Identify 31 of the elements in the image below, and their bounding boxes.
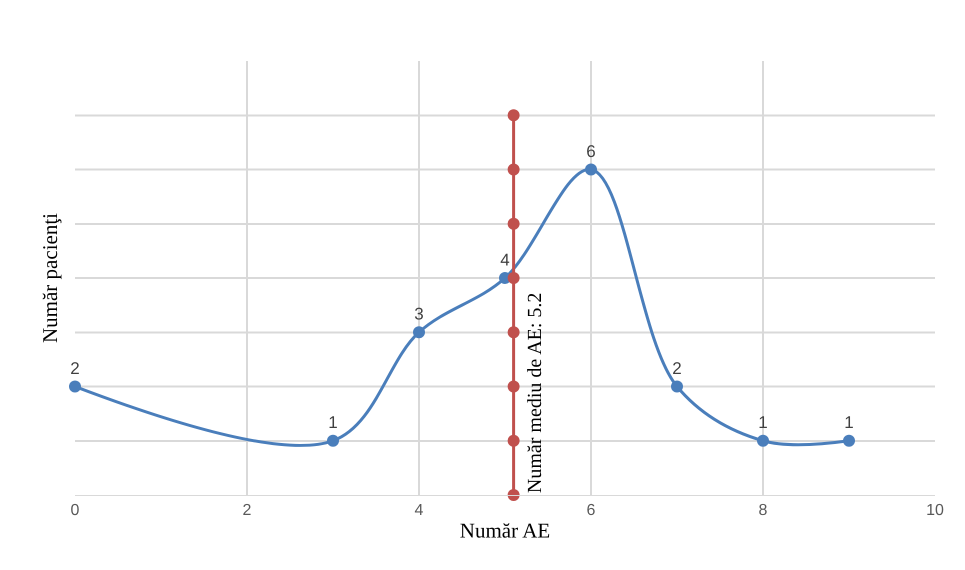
- point: [69, 380, 81, 392]
- point: [508, 434, 520, 447]
- x-tick-label: 4: [414, 502, 424, 520]
- point: [671, 380, 683, 392]
- data-label: 4: [500, 250, 510, 270]
- point: [757, 434, 769, 447]
- point: [508, 109, 520, 122]
- x-tick-label: 8: [758, 502, 768, 520]
- x-tick-label: 10: [926, 502, 944, 520]
- point: [843, 434, 855, 447]
- point: [508, 272, 520, 284]
- point: [327, 434, 339, 447]
- point: [413, 326, 425, 338]
- y-axis-title: Număr pacienţi: [38, 212, 62, 344]
- point: [508, 326, 520, 338]
- point: [508, 380, 520, 392]
- data-label: 6: [586, 142, 596, 161]
- data-label: 1: [758, 413, 768, 432]
- data-label: 2: [672, 358, 682, 378]
- data-label: 1: [844, 413, 854, 432]
- x-tick-label: 0: [70, 502, 80, 520]
- data-label: 1: [328, 413, 338, 432]
- x-tick-label: 2: [242, 502, 252, 520]
- text: Număr mediu de AE: 5.2: [524, 292, 546, 494]
- point: [508, 164, 520, 176]
- data-label: 2: [70, 358, 80, 378]
- x-tick-label: 6: [586, 502, 596, 520]
- x-axis-title: Număr AE: [460, 518, 550, 542]
- point: [585, 164, 597, 176]
- data-label: 3: [414, 304, 424, 324]
- point: [508, 218, 520, 230]
